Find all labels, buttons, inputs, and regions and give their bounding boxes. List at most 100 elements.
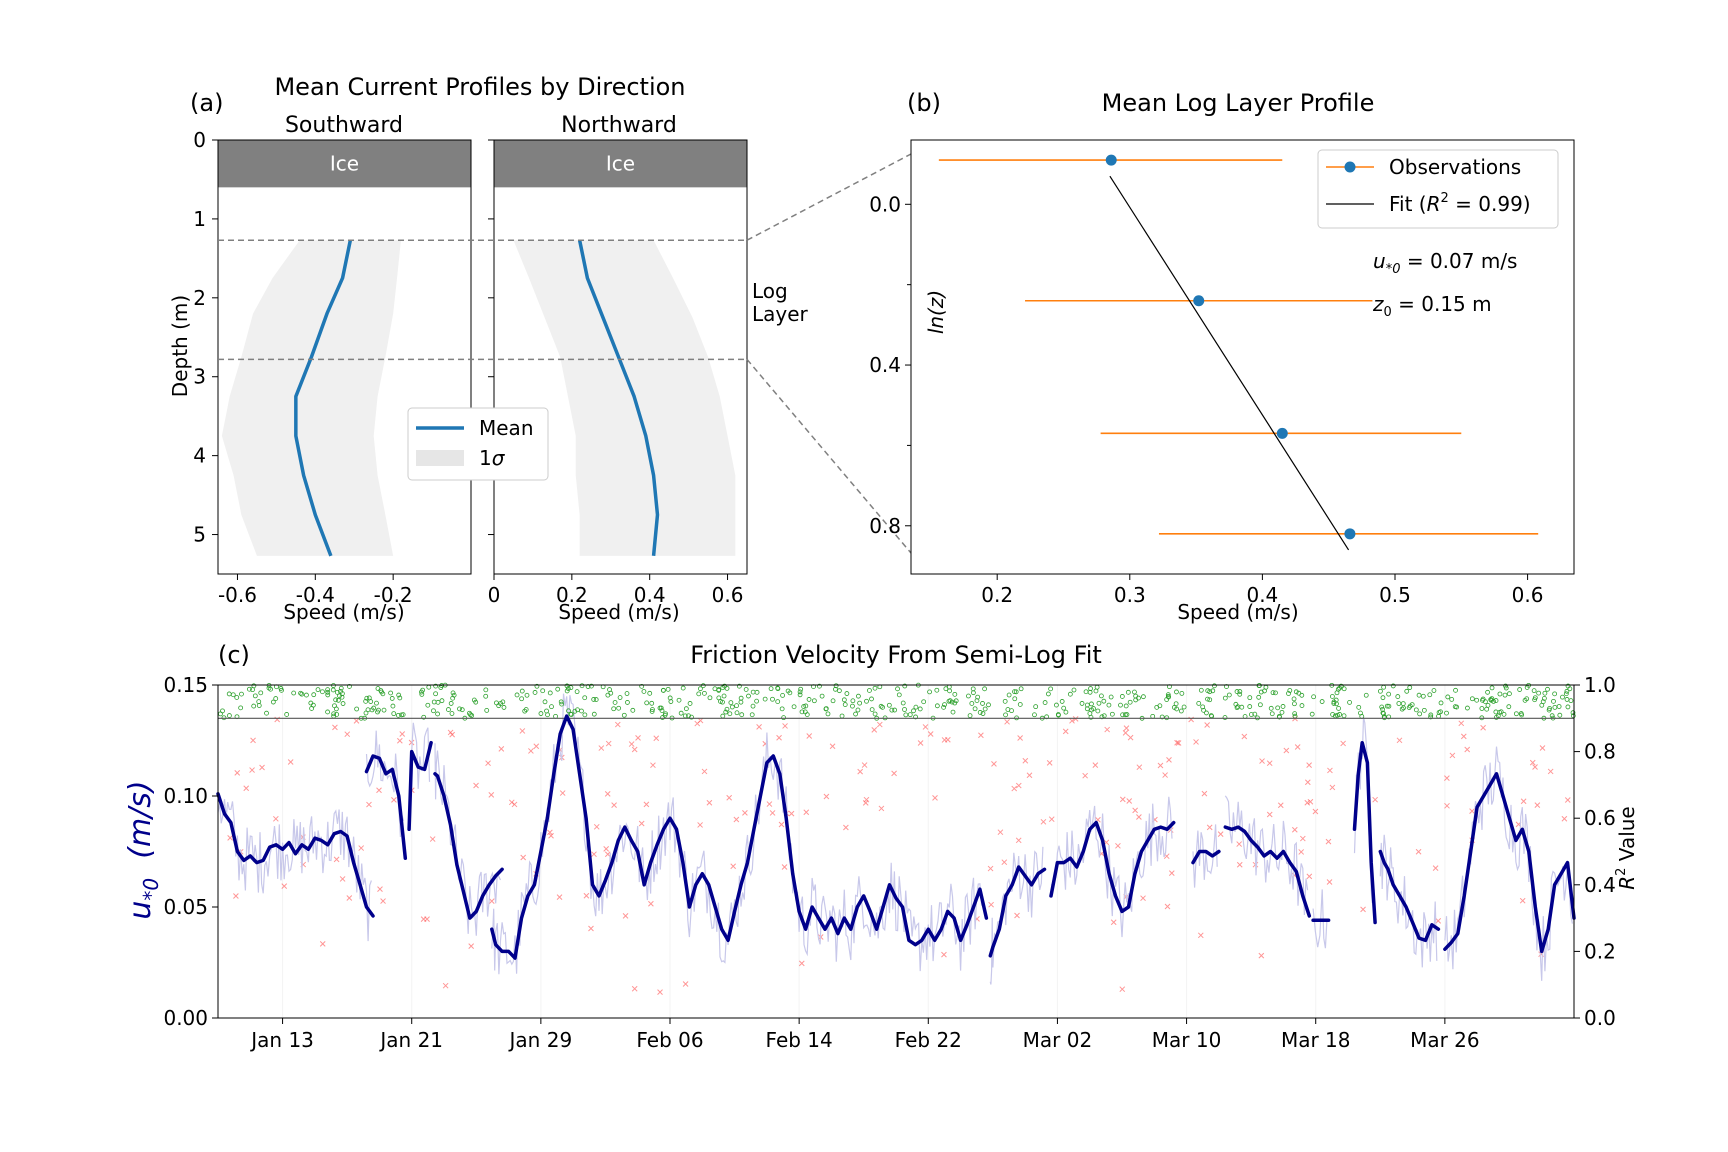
good-r2-marker (895, 686, 900, 692)
good-r2-marker (1336, 705, 1341, 711)
good-r2-marker (331, 711, 337, 717)
good-r2-marker (1173, 701, 1179, 707)
good-r2-marker (1409, 702, 1415, 708)
good-r2-marker (1088, 714, 1094, 720)
obs-point-2 (1193, 295, 1205, 307)
bad-r2-marker (287, 759, 294, 765)
bad-r2-marker (614, 721, 621, 728)
bad-r2-marker (638, 820, 645, 827)
bad-r2-marker (1164, 903, 1171, 910)
good-r2-marker (967, 713, 973, 719)
panel-c-xtick-label: Mar 10 (1152, 1028, 1222, 1052)
bad-r2-marker (694, 720, 701, 727)
good-r2-marker (1567, 686, 1573, 692)
good-r2-marker (1493, 715, 1499, 720)
bad-r2-marker (344, 731, 351, 738)
good-r2-marker (736, 683, 742, 689)
panel-b-xtick-label: 0.6 (1512, 583, 1544, 607)
south-ice-block (218, 140, 471, 188)
bad-r2-marker (1564, 797, 1571, 803)
bad-r2-marker (1015, 782, 1022, 789)
good-r2-marker (867, 688, 872, 693)
good-r2-marker (1222, 715, 1228, 720)
good-r2-marker (566, 708, 571, 714)
good-r2-marker (239, 691, 244, 697)
good-r2-marker (974, 698, 980, 704)
bad-r2-marker (878, 805, 885, 812)
good-r2-marker (1071, 687, 1077, 693)
good-r2-marker (325, 689, 331, 695)
good-r2-marker (900, 700, 906, 706)
bad-r2-marker (1140, 895, 1146, 902)
good-r2-marker (368, 699, 374, 704)
good-r2-marker (1556, 704, 1562, 709)
good-r2-marker (811, 698, 817, 704)
panel-b-xtick-label: 0.5 (1379, 583, 1411, 607)
z0-annotation: z0 = 0.15 m (1372, 292, 1492, 320)
bad-r2-marker (997, 829, 1004, 836)
panel-c-xtick-label: Feb 14 (766, 1028, 833, 1052)
bad-r2-marker (1069, 717, 1075, 724)
good-r2-marker (532, 690, 538, 695)
panel-c-y2tick-label: 0.8 (1584, 740, 1616, 764)
bad-r2-marker (332, 724, 338, 731)
bad-r2-marker (559, 790, 566, 796)
good-r2-marker (1485, 689, 1490, 695)
good-r2-marker (1506, 704, 1512, 710)
panel-b-xtick-label: 0.2 (981, 583, 1013, 607)
panel-c-y2tick-label: 1.0 (1584, 673, 1616, 697)
good-r2-marker (911, 708, 916, 714)
good-r2-marker (1381, 711, 1386, 716)
good-r2-marker (471, 697, 477, 703)
bad-r2-marker (766, 801, 773, 807)
good-r2-marker (1292, 713, 1298, 719)
bad-r2-marker (1326, 879, 1333, 885)
good-r2-marker (266, 685, 272, 691)
bad-r2-marker (1119, 796, 1126, 803)
bad-r2-marker (519, 728, 526, 734)
good-r2-marker (1465, 705, 1470, 711)
bad-r2-marker (1449, 752, 1456, 759)
good-r2-marker (524, 692, 530, 698)
good-r2-marker (842, 702, 848, 707)
good-r2-marker (1239, 704, 1245, 710)
good-r2-marker (749, 712, 755, 718)
good-r2-marker (1331, 699, 1337, 705)
south-ytick-label: 0 (193, 128, 206, 152)
good-r2-marker (1095, 708, 1101, 714)
good-r2-marker (850, 703, 855, 709)
good-r2-marker (902, 683, 908, 689)
panel-c-xtick-label: Jan 13 (249, 1028, 314, 1052)
good-r2-marker (256, 703, 262, 708)
panel-c-label: (c) (218, 641, 250, 669)
bad-r2-marker (1206, 824, 1213, 831)
good-r2-marker (797, 692, 803, 698)
bad-r2-marker (622, 913, 629, 919)
good-r2-marker (644, 700, 650, 706)
good-r2-marker (564, 683, 570, 689)
good-r2-marker (716, 687, 722, 693)
good-r2-marker (1502, 692, 1508, 698)
ustar-smoothed-segment-4 (433, 772, 504, 920)
bad-r2-marker (1325, 838, 1332, 845)
bad-r2-marker (1162, 772, 1168, 778)
bad-r2-marker (1415, 848, 1422, 855)
good-r2-marker (291, 690, 297, 696)
bad-r2-marker (442, 982, 449, 989)
good-r2-marker (1380, 695, 1386, 701)
panel-c-y2tick-label: 0.0 (1584, 1006, 1616, 1030)
panel-c-xtick-label: Jan 21 (378, 1028, 443, 1052)
good-r2-marker (743, 687, 749, 692)
bad-r2-marker (556, 894, 563, 900)
good-r2-marker (907, 712, 913, 718)
good-r2-marker (892, 707, 898, 713)
good-r2-marker (1120, 712, 1125, 718)
good-r2-marker (1330, 712, 1336, 717)
bad-r2-marker (1127, 734, 1134, 741)
bad-r2-marker (250, 737, 256, 744)
bad-r2-marker (781, 864, 788, 870)
good-r2-marker (921, 699, 927, 705)
bad-r2-marker (1444, 775, 1450, 782)
bad-r2-marker (782, 723, 788, 729)
good-r2-marker (1428, 714, 1434, 720)
